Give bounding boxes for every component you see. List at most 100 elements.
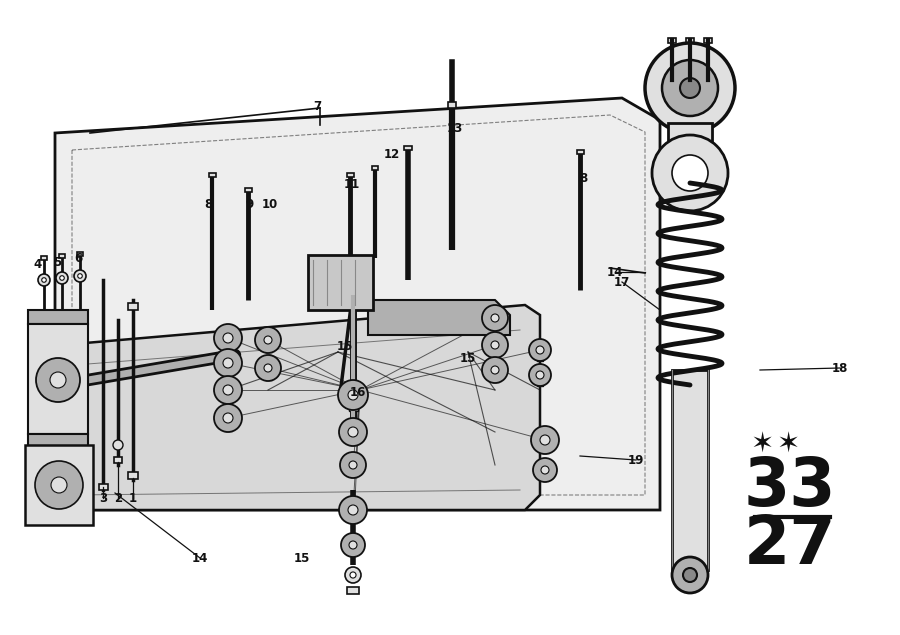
Circle shape [214, 404, 242, 432]
Circle shape [214, 376, 242, 404]
Circle shape [349, 541, 357, 549]
Circle shape [214, 324, 242, 352]
Text: 8: 8 [579, 171, 587, 185]
Bar [28, 434, 88, 448]
Text: 27: 27 [743, 512, 836, 578]
Text: 19: 19 [628, 453, 644, 467]
Bar [668, 123, 712, 163]
Bar [542, 474, 548, 480]
Bar [347, 587, 359, 594]
Circle shape [491, 341, 499, 349]
Bar [577, 150, 583, 154]
Text: 4: 4 [34, 258, 42, 272]
Circle shape [536, 371, 544, 379]
Circle shape [348, 390, 358, 400]
Bar [114, 457, 122, 463]
Text: ✶: ✶ [777, 431, 799, 459]
Circle shape [341, 533, 365, 557]
Circle shape [59, 276, 64, 280]
Text: 15: 15 [337, 340, 353, 352]
Circle shape [652, 135, 728, 211]
Circle shape [340, 452, 366, 478]
Text: ✶: ✶ [751, 431, 774, 459]
Bar [265, 345, 272, 352]
Circle shape [672, 155, 708, 191]
Bar [25, 445, 93, 525]
Circle shape [680, 78, 700, 98]
Text: 8: 8 [204, 197, 212, 210]
Circle shape [482, 332, 508, 358]
Circle shape [255, 355, 281, 381]
Bar [224, 423, 232, 431]
Bar [537, 379, 543, 386]
Circle shape [223, 413, 233, 423]
Circle shape [264, 364, 272, 372]
Circle shape [339, 418, 367, 446]
Circle shape [491, 366, 499, 374]
Circle shape [113, 440, 123, 450]
Circle shape [223, 333, 233, 343]
Bar [349, 469, 356, 476]
Text: 14: 14 [192, 552, 208, 565]
Circle shape [50, 372, 66, 388]
Text: 3: 3 [99, 491, 107, 504]
Circle shape [683, 568, 697, 582]
Circle shape [350, 572, 356, 578]
Bar [537, 354, 543, 361]
Text: 15: 15 [460, 352, 476, 364]
Bar [128, 302, 138, 309]
Bar [224, 368, 232, 376]
Circle shape [35, 461, 83, 509]
Circle shape [533, 458, 557, 482]
Bar [372, 166, 378, 170]
Bar [28, 324, 88, 434]
Circle shape [36, 358, 80, 402]
Circle shape [264, 336, 272, 344]
Bar [349, 515, 357, 523]
Bar [245, 188, 251, 192]
Circle shape [541, 466, 549, 474]
Bar [668, 37, 676, 43]
Circle shape [672, 557, 708, 593]
Circle shape [531, 426, 559, 454]
Text: 16: 16 [350, 387, 366, 399]
Bar [346, 173, 354, 177]
Circle shape [540, 435, 550, 445]
Circle shape [662, 60, 718, 116]
Bar [28, 310, 88, 324]
Circle shape [529, 339, 551, 361]
Text: 14: 14 [607, 265, 623, 279]
Polygon shape [55, 98, 660, 510]
Text: 11: 11 [344, 178, 360, 192]
Circle shape [348, 505, 358, 515]
Bar [448, 102, 456, 108]
Text: 12: 12 [384, 149, 400, 161]
Circle shape [345, 567, 361, 583]
Text: 1: 1 [129, 491, 137, 504]
Bar [686, 37, 694, 43]
Circle shape [536, 346, 544, 354]
Circle shape [255, 327, 281, 353]
Bar [541, 445, 549, 453]
Text: 17: 17 [614, 276, 630, 288]
Bar [209, 173, 215, 177]
Bar [98, 484, 107, 490]
Circle shape [339, 496, 367, 524]
Text: 2: 2 [114, 491, 122, 504]
Circle shape [74, 270, 86, 282]
Bar [349, 437, 357, 445]
Circle shape [645, 43, 735, 133]
Bar [41, 256, 47, 260]
Bar [265, 373, 272, 380]
Bar [491, 323, 499, 330]
Circle shape [338, 380, 368, 410]
Bar [77, 252, 83, 256]
Circle shape [482, 305, 508, 331]
Text: 7: 7 [313, 100, 321, 112]
Text: 18: 18 [832, 361, 848, 375]
Bar [704, 37, 712, 43]
Bar [491, 349, 499, 356]
Bar [491, 375, 499, 382]
Bar [59, 254, 65, 258]
Circle shape [482, 357, 508, 383]
